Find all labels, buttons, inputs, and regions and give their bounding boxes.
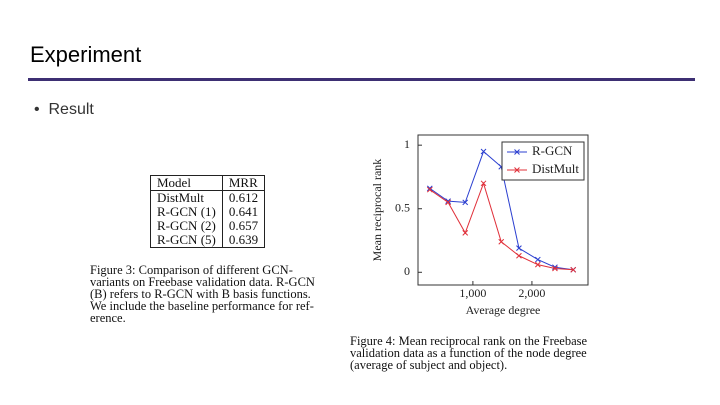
bullet-text: Result	[48, 101, 94, 118]
marker	[445, 199, 451, 206]
marker	[426, 185, 433, 192]
table-cell: 0.639	[221, 233, 265, 248]
table-cell: 0.641	[221, 205, 265, 219]
marker	[462, 230, 469, 236]
x-axis-label: Average degree	[466, 303, 541, 317]
table-header: Model MRR	[150, 175, 265, 191]
table-cell: R-GCN (2)	[157, 218, 216, 233]
legend-label: DistMult	[532, 161, 579, 176]
title-rule	[28, 78, 695, 81]
marker	[498, 238, 505, 245]
caption-line: (average of subject and object).	[350, 358, 508, 372]
line	[429, 181, 574, 271]
figure-3-caption: Figure 3: Comparison of different GCN-va…	[90, 263, 340, 325]
table-cell: R-GCN (1)	[157, 204, 216, 219]
marker	[552, 265, 558, 272]
y-tick-label: 0	[404, 264, 410, 278]
caption-line: Figure 4: Mean reciprocal rank on the Fr…	[350, 334, 588, 348]
slide-title: Experiment	[30, 42, 142, 67]
marker	[534, 261, 541, 268]
marker	[534, 256, 541, 263]
caption-line: validation data as a function of the nod…	[350, 346, 587, 360]
marker	[570, 266, 577, 273]
legend-marker	[514, 167, 520, 173]
caption-line: erence.	[90, 311, 126, 325]
marker	[516, 252, 522, 259]
legend-label: R-GCN	[532, 143, 573, 158]
y-tick-label: 1	[404, 137, 410, 151]
y-axis-label: Mean reciprocal rank	[370, 159, 384, 262]
marker	[480, 180, 487, 187]
header-cell: MRR	[221, 175, 265, 191]
caption-line: (B) refers to R-GCN with B basis functio…	[90, 287, 311, 301]
table-row: R-GCN (2) 0.657	[151, 219, 265, 233]
marker	[462, 199, 469, 206]
caption-line: variants on Freebase validation data. R-…	[90, 275, 315, 289]
x-tick-label: 1,000	[459, 286, 486, 300]
table-row: R-GCN (1) 0.641	[151, 205, 265, 219]
table-cell: 0.657	[221, 219, 265, 233]
marker	[445, 198, 451, 204]
caption-line: Figure 3: Comparison of different GCN-	[90, 263, 293, 277]
results-table: Model MRR DistMult 0.612 R-GCN (1) 0.641 R-G…	[150, 175, 266, 248]
x-tick-label: 2,000	[518, 286, 545, 300]
y-tick-label: 0.5	[395, 200, 410, 214]
legend-marker	[514, 149, 520, 155]
table-cell: 0.612	[221, 190, 265, 205]
bullet: • Result	[34, 101, 94, 118]
figure-4-caption: Figure 4: Mean reciprocal rank on the Fr…	[350, 334, 588, 372]
marker	[426, 186, 433, 193]
table-row: DistMult 0.612	[151, 190, 265, 205]
header-cell: Model	[150, 175, 223, 191]
caption-line: We include the baseline performance for …	[90, 299, 314, 313]
table-cell: R-GCN (5)	[157, 232, 216, 247]
marker	[480, 148, 487, 155]
table-cell: DistMult	[157, 190, 204, 205]
marker	[516, 245, 522, 251]
plot-frame	[417, 134, 589, 286]
legend-box	[501, 141, 585, 181]
table-row: R-GCN (5) 0.639	[151, 233, 265, 248]
